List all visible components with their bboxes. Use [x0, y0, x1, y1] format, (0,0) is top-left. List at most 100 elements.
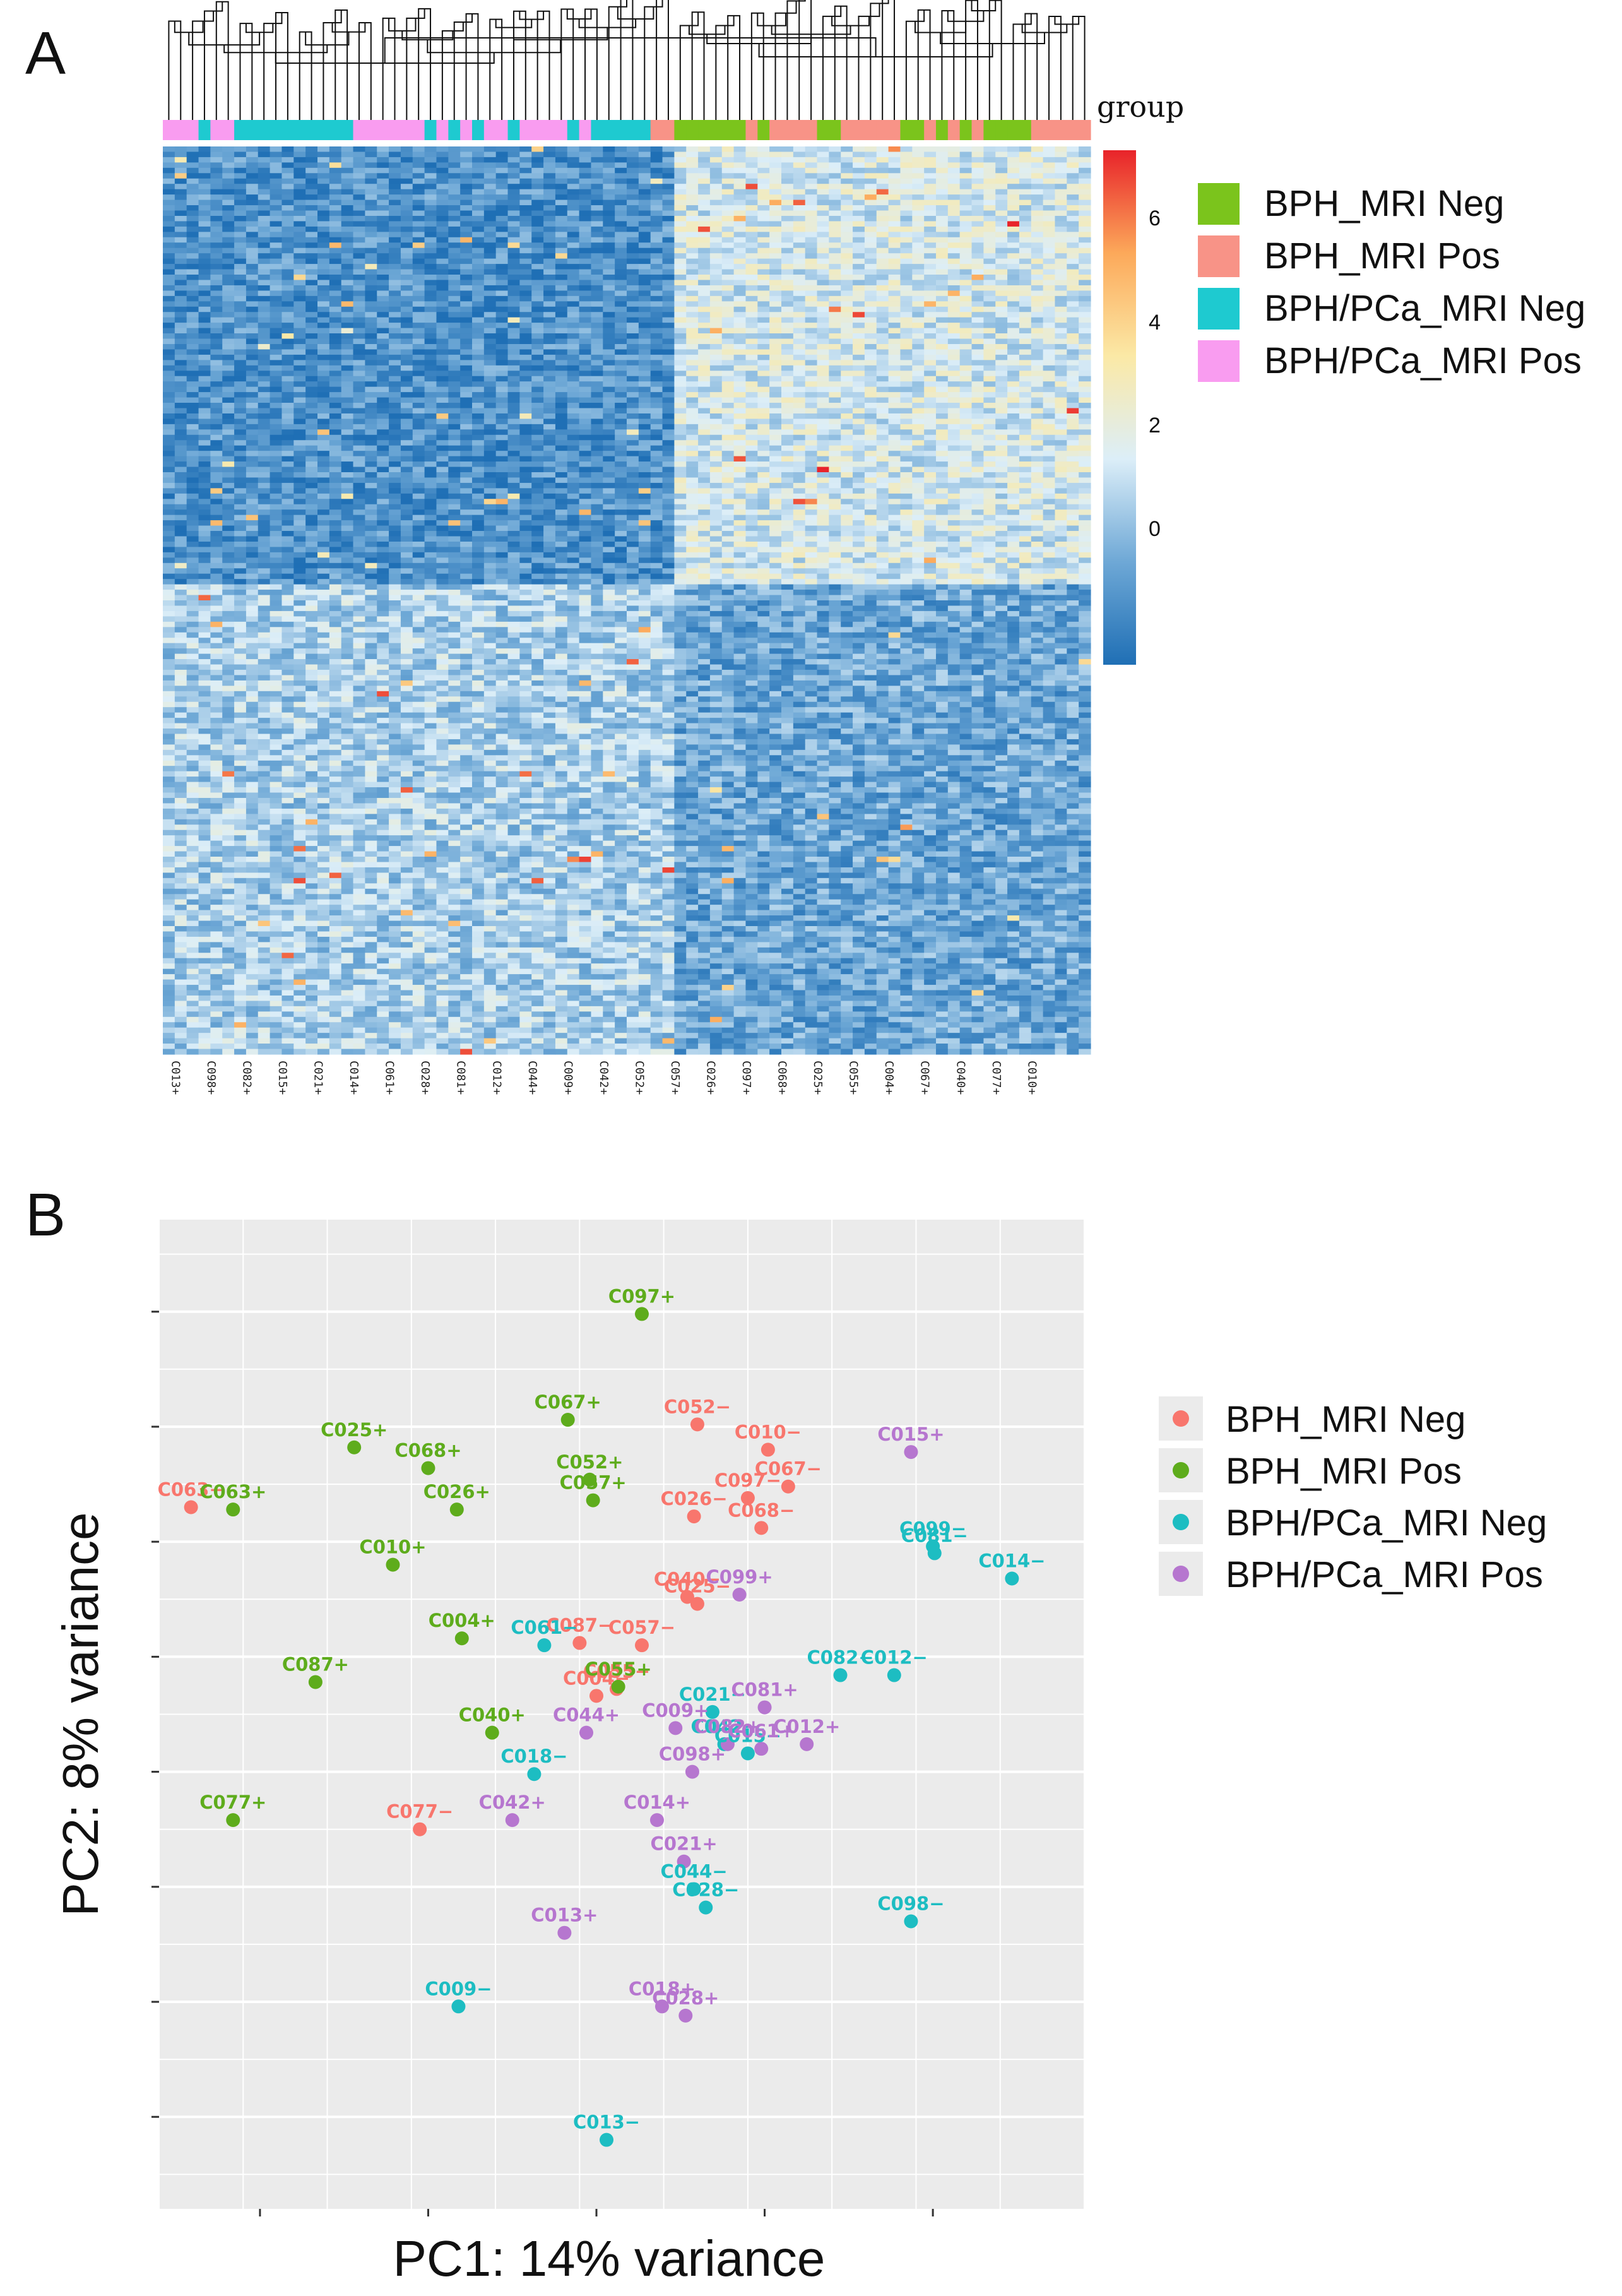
- heatmap-cell: [603, 451, 615, 457]
- heatmap-cell: [448, 146, 461, 153]
- heatmap-cell: [234, 434, 247, 441]
- heatmap-cell: [495, 397, 509, 403]
- heatmap-cell: [341, 264, 354, 270]
- heatmap-cell: [817, 482, 829, 489]
- heatmap-cell: [591, 194, 603, 201]
- heatmap-cell: [793, 424, 806, 430]
- heatmap-cell: [627, 295, 639, 302]
- heatmap-cell: [269, 173, 283, 179]
- heatmap-cell: [662, 285, 675, 291]
- heatmap-cell: [543, 167, 556, 174]
- heatmap-cell: [353, 178, 365, 184]
- heatmap-cell: [281, 440, 294, 446]
- heatmap-cell: [983, 338, 996, 345]
- heatmap-cell: [436, 269, 449, 275]
- heatmap-cell: [912, 173, 925, 179]
- heatmap-cell: [924, 413, 937, 419]
- heatmap-cell: [329, 199, 342, 206]
- heatmap-cell: [269, 434, 283, 441]
- heatmap-cell: [293, 146, 306, 153]
- heatmap-cell: [947, 323, 961, 329]
- heatmap-cell: [389, 167, 401, 174]
- heatmap-cell: [924, 328, 937, 334]
- heatmap-cell: [174, 451, 187, 457]
- heatmap-cell: [817, 194, 829, 201]
- heatmap-cell: [483, 403, 497, 409]
- heatmap-cell: [163, 157, 175, 163]
- heatmap-cell: [174, 477, 187, 484]
- heatmap-cell: [853, 194, 865, 201]
- heatmap-cell: [864, 312, 877, 318]
- heatmap-cell: [900, 323, 913, 329]
- heatmap-cell: [567, 210, 580, 217]
- heatmap-cell: [281, 333, 294, 340]
- heatmap-cell: [1019, 146, 1032, 153]
- heatmap-cell: [365, 205, 377, 211]
- heatmap-cell: [936, 247, 949, 254]
- heatmap-cell: [721, 381, 735, 388]
- heatmap-cell: [686, 360, 699, 366]
- heatmap-cell: [329, 221, 342, 227]
- heatmap-cell: [210, 194, 223, 201]
- heatmap-cell: [864, 226, 877, 232]
- heatmap-cell: [793, 269, 806, 275]
- heatmap-cell: [829, 381, 841, 388]
- heatmap-cell: [531, 467, 544, 473]
- heatmap-cell: [198, 258, 211, 265]
- heatmap-cell: [436, 386, 449, 393]
- heatmap-cell: [853, 264, 865, 270]
- heatmap-cell: [686, 328, 699, 334]
- heatmap-cell: [174, 306, 187, 312]
- heatmap-cell: [424, 477, 437, 484]
- heatmap-cell: [769, 146, 782, 153]
- heatmap-cell: [638, 221, 651, 227]
- heatmap-cell: [1043, 360, 1056, 366]
- heatmap-cell: [377, 157, 389, 163]
- heatmap-cell: [936, 258, 949, 265]
- heatmap-cell: [412, 403, 425, 409]
- heatmap-cell: [983, 440, 996, 446]
- heatmap-cell: [555, 247, 568, 254]
- heatmap-cell: [745, 275, 758, 281]
- heatmap-cell: [603, 338, 615, 345]
- heatmap-cell: [341, 472, 354, 479]
- heatmap-cell: [853, 343, 865, 350]
- heatmap-cell: [709, 226, 723, 232]
- heatmap-cell: [591, 408, 603, 414]
- heatmap-cell: [436, 157, 449, 163]
- heatmap-cell: [507, 280, 520, 286]
- heatmap-cell: [853, 157, 865, 163]
- heatmap-cell: [936, 210, 949, 217]
- heatmap-cell: [293, 210, 306, 217]
- heatmap-cell: [805, 365, 818, 371]
- heatmap-cell: [603, 285, 615, 291]
- heatmap-cell: [983, 376, 996, 382]
- heatmap-cell: [853, 178, 865, 184]
- heatmap-cell: [246, 189, 259, 195]
- heatmap-cell: [627, 445, 639, 451]
- heatmap-cell: [638, 184, 651, 190]
- heatmap-cell: [329, 275, 342, 281]
- heatmap-cell: [1019, 317, 1032, 323]
- heatmap-cell: [721, 162, 735, 169]
- heatmap-cell: [947, 397, 961, 403]
- heatmap-cell: [198, 451, 211, 457]
- heatmap-cell: [341, 290, 354, 297]
- heatmap-cell: [686, 152, 699, 158]
- heatmap-cell: [234, 215, 247, 222]
- heatmap-cell: [817, 381, 829, 388]
- heatmap-cell: [591, 226, 603, 232]
- heatmap-cell: [293, 285, 306, 291]
- heatmap-cell: [198, 184, 211, 190]
- heatmap-cell: [555, 381, 568, 388]
- heatmap-cell: [829, 253, 841, 259]
- heatmap-cell: [924, 371, 937, 377]
- heatmap-cell: [436, 290, 449, 297]
- heatmap-cell: [281, 317, 294, 323]
- heatmap-cell: [305, 397, 318, 403]
- heatmap-cell: [817, 232, 829, 238]
- heatmap-cell: [1031, 408, 1044, 414]
- heatmap-cell: [495, 184, 509, 190]
- heatmap-cell: [174, 434, 187, 441]
- heatmap-cell: [638, 343, 651, 350]
